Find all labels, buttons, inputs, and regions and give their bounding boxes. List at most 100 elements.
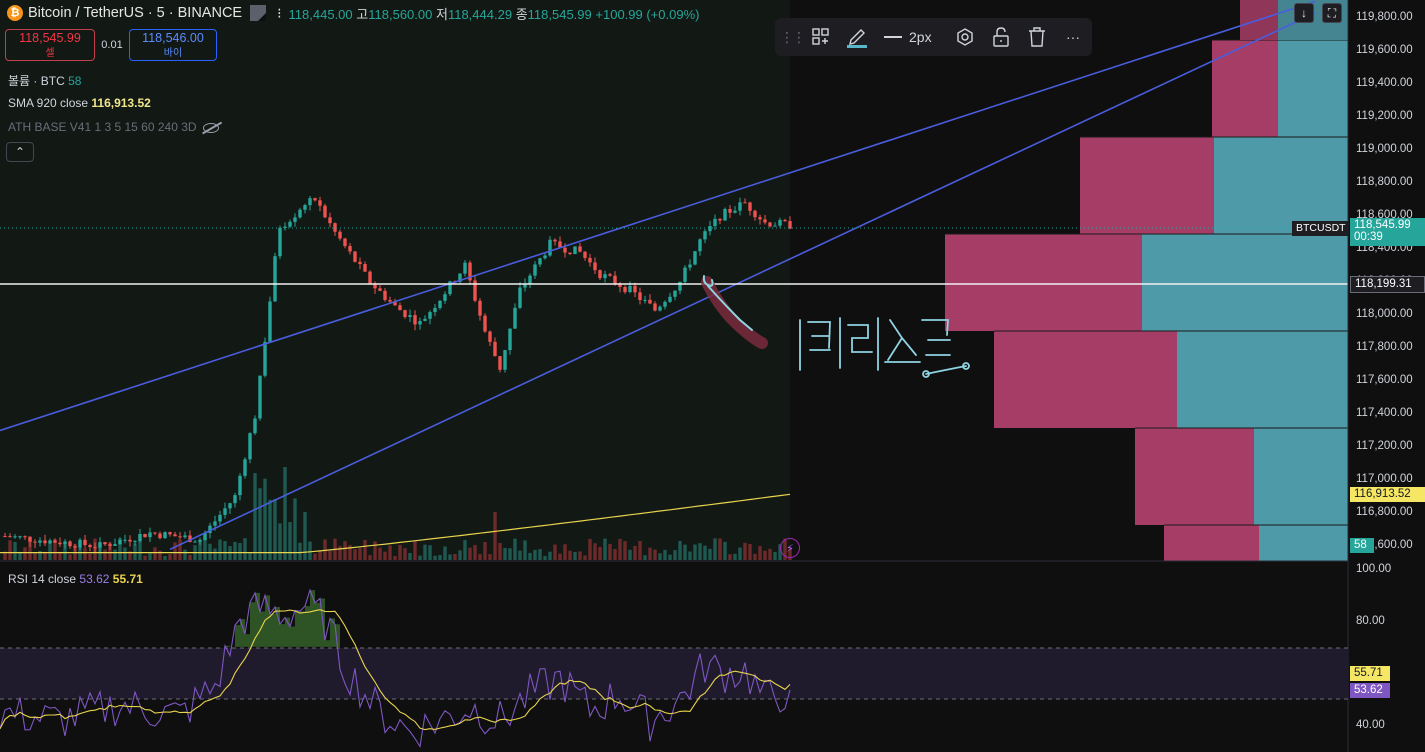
volume-bar [288, 522, 292, 560]
candle-up [458, 273, 462, 282]
symbol-title[interactable]: Bitcoin / TetherUS · 5 · BINANCE [28, 5, 243, 21]
volume-bar [603, 538, 607, 560]
buy-button[interactable]: 118,546.00 바이 [129, 29, 217, 61]
unlock-icon[interactable] [986, 22, 1016, 52]
trash-icon[interactable] [1022, 22, 1052, 52]
rsi-axis-80: 80.00 [1356, 615, 1385, 627]
candle-down [158, 533, 162, 539]
hidden-eye-icon[interactable] [202, 122, 219, 133]
candle-up [448, 281, 452, 295]
candle-down [373, 283, 377, 289]
volume-bar [613, 549, 617, 560]
volume-bar [633, 545, 637, 560]
drawing-toolbar: ⋮⋮ 2px ··· [775, 18, 1092, 56]
handwritten-annotation[interactable] [799, 317, 970, 378]
candle-up [518, 287, 522, 308]
volume-bar [353, 549, 357, 560]
candle-down [598, 270, 602, 279]
volume-bar [328, 551, 332, 560]
volume-bar [403, 548, 407, 560]
line-width-selector[interactable]: 2px [884, 29, 944, 45]
highlighter-stroke[interactable] [701, 276, 768, 349]
volume-bar [763, 550, 767, 560]
volume-bar [543, 555, 547, 560]
volume-bar [128, 551, 132, 560]
candle-up [538, 258, 542, 265]
candle-up [643, 299, 647, 301]
candle-up [288, 221, 292, 227]
candle-down [568, 252, 572, 255]
trendline-lower[interactable] [169, 12, 1316, 551]
candle-down [648, 299, 652, 304]
candle-down [318, 200, 322, 206]
trendline-upper[interactable] [0, 0, 1316, 432]
current-price-tag: 118,545.99 00:39 [1350, 218, 1425, 246]
price-axis-label: 119,200.00 [1356, 110, 1413, 122]
pencil-color-icon[interactable] [842, 22, 872, 52]
market-status-icon[interactable] [250, 5, 267, 21]
candle-up [243, 459, 247, 476]
volume-bar [158, 550, 162, 560]
volume-bar [68, 554, 72, 560]
volume-bar [413, 540, 417, 560]
volume-bar [38, 550, 42, 560]
more-options-icon[interactable]: ··· [1066, 29, 1080, 45]
volume-bar [623, 541, 627, 560]
candle-down [488, 331, 492, 342]
brush-stroke[interactable] [702, 275, 753, 331]
fullscreen-button[interactable]: ⛶ [1322, 3, 1342, 23]
volume-bar [148, 553, 152, 560]
candle-down [358, 261, 362, 265]
candle-down [68, 541, 72, 547]
lightning-event-icon[interactable]: ⚡ [780, 538, 800, 558]
volume-profile-up [1214, 137, 1348, 234]
volume-bar [463, 539, 467, 560]
candle-down [168, 532, 172, 535]
volume-bar [18, 551, 22, 560]
volume-profile-up [1177, 331, 1348, 428]
candle-up [603, 274, 607, 279]
volume-bar [523, 540, 527, 560]
volume-legend[interactable]: 볼륨 · BTC 58 [8, 74, 82, 88]
more-dots-icon[interactable]: ⁝ [277, 4, 282, 21]
candle-up [13, 536, 17, 538]
rsi-legend[interactable]: RSI 14 close 53.62 55.71 [8, 572, 143, 586]
candle-up [443, 294, 447, 301]
candle-up [283, 226, 287, 228]
candle-down [788, 221, 792, 229]
candle-down [73, 546, 77, 548]
volume-bar [213, 548, 217, 560]
price-axis-label: 117,400.00 [1356, 407, 1413, 419]
rsi-axis-100: 100.00 [1356, 563, 1392, 575]
candle-down [388, 299, 392, 302]
volume-profile [945, 0, 1348, 561]
candle-up [293, 217, 297, 222]
sma-legend[interactable]: SMA 920 close 116,913.52 [8, 96, 151, 110]
volume-bar [688, 551, 692, 560]
volume-bar [458, 550, 462, 560]
volume-tag: 58 [1350, 538, 1374, 553]
candle-up [733, 210, 737, 213]
candle-down [108, 544, 112, 546]
candle-down [3, 536, 7, 538]
candle-down [618, 283, 622, 288]
templates-icon[interactable] [806, 22, 836, 52]
hline-price-tag[interactable]: 118,199.31 [1350, 276, 1425, 293]
price-axis-label: 117,600.00 [1356, 374, 1413, 386]
ath-legend[interactable]: ATH BASE V41 1 3 5 15 60 240 3D [8, 120, 219, 134]
drag-handle-icon[interactable]: ⋮⋮ [780, 28, 806, 45]
volume-bar [308, 541, 312, 560]
scroll-to-latest-button[interactable]: ↓ [1294, 3, 1314, 23]
volume-bar [188, 554, 192, 560]
candle-down [718, 218, 722, 221]
candle-down [188, 535, 192, 542]
volume-bar [13, 541, 17, 560]
volume-bar [258, 488, 262, 560]
candle-up [228, 503, 232, 509]
settings-icon[interactable] [950, 22, 980, 52]
candle-up [663, 301, 667, 307]
collapse-legend-button[interactable]: ⌃ [6, 142, 34, 162]
volume-bar [653, 549, 657, 560]
sell-button[interactable]: 118,545.99 셀 [5, 29, 95, 61]
